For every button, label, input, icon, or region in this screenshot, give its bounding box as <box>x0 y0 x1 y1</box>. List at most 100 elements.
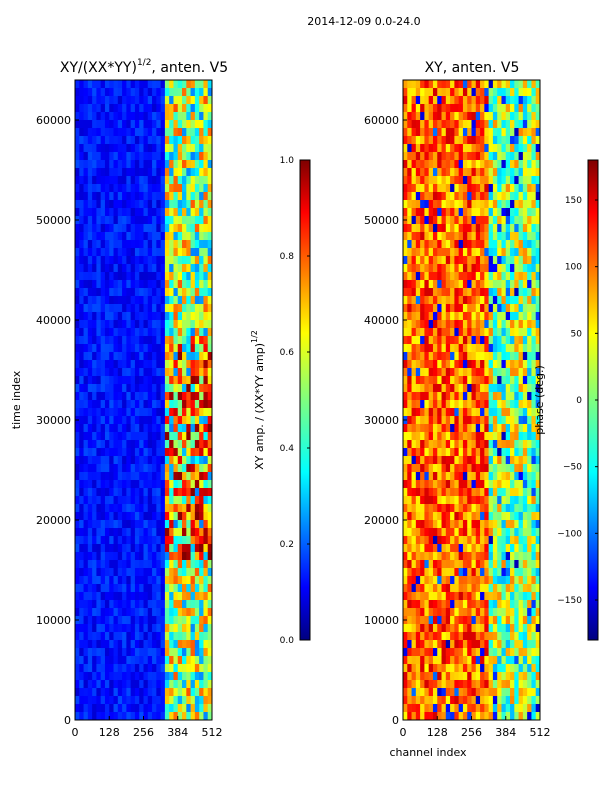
heatmap-cell <box>411 152 417 161</box>
heatmap-cell <box>488 648 494 657</box>
heatmap-cell <box>182 136 187 145</box>
heatmap-cell <box>480 448 485 457</box>
heatmap-cell <box>475 320 481 329</box>
heatmap-cell <box>177 712 183 721</box>
heatmap-cell <box>488 120 494 129</box>
heatmap-cell <box>160 368 166 377</box>
heatmap-cell <box>437 424 442 433</box>
heatmap-cell <box>194 544 200 553</box>
heatmap-cell <box>122 304 127 313</box>
heatmap-cell <box>407 328 412 337</box>
heatmap-cell <box>467 304 472 313</box>
heatmap-cell <box>437 440 442 449</box>
heatmap-cell <box>96 488 101 497</box>
heatmap-cell <box>522 544 528 553</box>
heatmap-cell <box>407 616 412 625</box>
heatmap-cell <box>527 352 532 361</box>
heatmap-cell <box>122 368 127 377</box>
heatmap-cell <box>411 616 417 625</box>
heatmap-cell <box>484 160 489 169</box>
heatmap-cell <box>403 120 408 129</box>
heatmap-cell <box>420 288 425 297</box>
heatmap-cell <box>411 408 417 417</box>
heatmap-cell <box>75 552 80 561</box>
heatmap-cell <box>531 216 537 225</box>
heatmap-cell <box>522 272 528 281</box>
heatmap-cell <box>497 416 502 425</box>
heatmap-cell <box>173 480 179 489</box>
heatmap-cell <box>92 560 97 569</box>
heatmap-cell <box>501 584 507 593</box>
heatmap-cell <box>147 368 153 377</box>
heatmap-cell <box>134 288 140 297</box>
heatmap-cell <box>518 376 524 385</box>
heatmap-cell <box>130 408 136 417</box>
heatmap-cell <box>441 352 447 361</box>
heatmap-cell <box>79 216 84 225</box>
heatmap-cell <box>164 272 170 281</box>
heatmap-cell <box>501 312 507 321</box>
heatmap-cell <box>104 184 110 193</box>
heatmap-cell <box>164 440 170 449</box>
heatmap-cell <box>522 192 528 201</box>
heatmap-cell <box>96 104 101 113</box>
heatmap-cell <box>164 472 170 481</box>
heatmap-cell <box>87 312 93 321</box>
heatmap-cell <box>488 528 494 537</box>
heatmap-cell <box>139 208 144 217</box>
heatmap-cell <box>207 240 213 249</box>
heatmap-cell <box>403 664 408 673</box>
heatmap-cell <box>497 624 502 633</box>
heatmap-cell <box>403 176 408 185</box>
heatmap-cell <box>207 432 213 441</box>
heatmap-cell <box>411 328 417 337</box>
heatmap-cell <box>415 296 421 305</box>
heatmap-cell <box>207 520 213 529</box>
heatmap-cell <box>505 184 511 193</box>
heatmap-cell <box>173 208 179 217</box>
heatmap-cell <box>177 696 183 705</box>
heatmap-cell <box>169 672 174 681</box>
heatmap-cell <box>109 344 114 353</box>
heatmap-cell <box>518 192 524 201</box>
heatmap-cell <box>122 352 127 361</box>
heatmap-cell <box>186 248 191 257</box>
y-tick-label: 10000 <box>36 614 71 627</box>
heatmap-cell <box>415 88 421 97</box>
heatmap-cell <box>497 456 502 465</box>
heatmap-cell <box>194 712 200 721</box>
heatmap-cell <box>156 184 161 193</box>
heatmap-cell <box>535 560 541 569</box>
heatmap-cell <box>96 520 101 529</box>
heatmap-cell <box>450 608 455 617</box>
heatmap-cell <box>92 112 97 121</box>
heatmap-cell <box>126 504 131 513</box>
heatmap-cell <box>407 392 412 401</box>
heatmap-cell <box>104 656 110 665</box>
heatmap-cell <box>96 208 101 217</box>
heatmap-cell <box>109 208 114 217</box>
heatmap-cell <box>203 368 209 377</box>
heatmap-cell <box>194 320 200 329</box>
heatmap-cell <box>467 128 472 137</box>
heatmap-cell <box>143 264 149 273</box>
heatmap-cell <box>83 128 89 137</box>
heatmap-cell <box>160 280 166 289</box>
heatmap-cell <box>79 264 84 273</box>
heatmap-cell <box>122 656 127 665</box>
heatmap-cell <box>164 368 170 377</box>
heatmap-cell <box>113 496 119 505</box>
heatmap-cell <box>441 112 447 121</box>
heatmap-cell <box>199 680 204 689</box>
heatmap-cell <box>177 248 183 257</box>
heatmap-cell <box>484 416 489 425</box>
heatmap-cell <box>139 224 144 233</box>
heatmap-cell <box>173 144 179 153</box>
heatmap-cell <box>96 456 101 465</box>
heatmap-cell <box>450 648 455 657</box>
heatmap-cell <box>428 192 434 201</box>
heatmap-cell <box>475 416 481 425</box>
heatmap-cell <box>437 312 442 321</box>
heatmap-cell <box>83 416 89 425</box>
heatmap-cell <box>411 168 417 177</box>
